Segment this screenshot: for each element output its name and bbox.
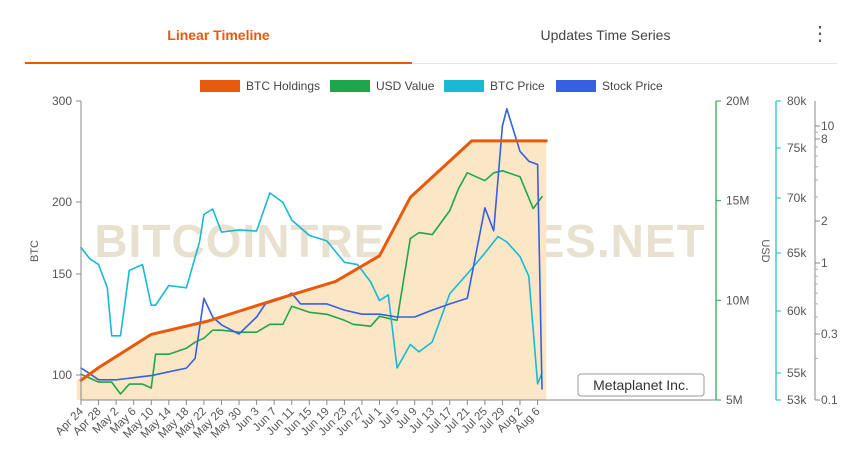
stock-price-axis-tick-label: 2 xyxy=(821,214,828,228)
btc-price-axis-tick-label: 53k xyxy=(787,393,807,407)
legend-label-btc-price[interactable]: BTC Price xyxy=(490,79,545,93)
btc-holdings-area-fill xyxy=(76,140,547,400)
btc-price-axis-tick-label: 55k xyxy=(787,366,807,380)
stock-price-axis-tick-label: 10 xyxy=(821,119,835,133)
chart-legend: BTC Holdings USD Value BTC Price Stock Pric… xyxy=(200,79,663,93)
btc-axis-title: BTC xyxy=(29,240,41,262)
btc-price-axis-tick-label: 70k xyxy=(787,191,807,205)
btc-axis-tick-label: 300 xyxy=(52,94,72,108)
btc-holdings-area xyxy=(76,140,547,400)
btc-axis-tick-label: 150 xyxy=(52,267,72,281)
tab-updates-time-series[interactable]: Updates Time Series xyxy=(540,27,671,43)
series-line-usd-value[interactable] xyxy=(80,170,543,395)
stock-price-axis-tick-label: 1 xyxy=(821,256,828,270)
btc-price-axis-tick-label: 60k xyxy=(787,304,807,318)
legend-label-btc-holdings[interactable]: BTC Holdings xyxy=(246,79,320,93)
usd-axis-tick-label: 15M xyxy=(726,194,749,208)
series-lines xyxy=(79,108,548,395)
series-line-btc-holdings[interactable] xyxy=(79,139,548,382)
legend-swatch-btc-price[interactable] xyxy=(444,80,484,92)
stock-price-axis-tick-label: 8 xyxy=(821,132,828,146)
usd-axis-tick-label: 5M xyxy=(726,393,743,407)
legend-swatch-btc-holdings[interactable] xyxy=(200,80,240,92)
company-label: Metaplanet Inc. xyxy=(577,373,705,397)
stock-price-axis-tick-label: 0.3 xyxy=(821,327,838,341)
series-line-btc-price[interactable] xyxy=(80,192,543,385)
btc-axis-tick-label: 100 xyxy=(52,368,72,382)
usd-axis-tick-label: 20M xyxy=(726,94,749,108)
usd-axis-tick-label: 10M xyxy=(726,293,749,307)
series-line-stock-price[interactable] xyxy=(80,108,543,390)
legend-swatch-stock-price[interactable] xyxy=(556,80,596,92)
btc-price-axis-tick-label: 80k xyxy=(787,94,807,108)
tab-linear-timeline[interactable]: Linear Timeline xyxy=(25,0,412,64)
stock-price-axis-tick-label: 0.1 xyxy=(821,393,838,407)
legend-swatch-usd-value[interactable] xyxy=(330,80,370,92)
btc-price-axis-tick-label: 75k xyxy=(787,141,807,155)
legend-label-stock-price[interactable]: Stock Price xyxy=(602,79,663,93)
btc-axis-tick-label: 200 xyxy=(52,195,72,209)
usd-axis-title: USD xyxy=(759,239,771,262)
company-name: Metaplanet Inc. xyxy=(593,377,689,393)
more-vertical-icon[interactable]: ⋮ xyxy=(810,23,830,45)
tab-bar: Linear Timeline Updates Time Series xyxy=(25,0,837,64)
btc-price-axis-tick-label: 65k xyxy=(787,246,807,260)
legend-label-usd-value[interactable]: USD Value xyxy=(376,79,435,93)
